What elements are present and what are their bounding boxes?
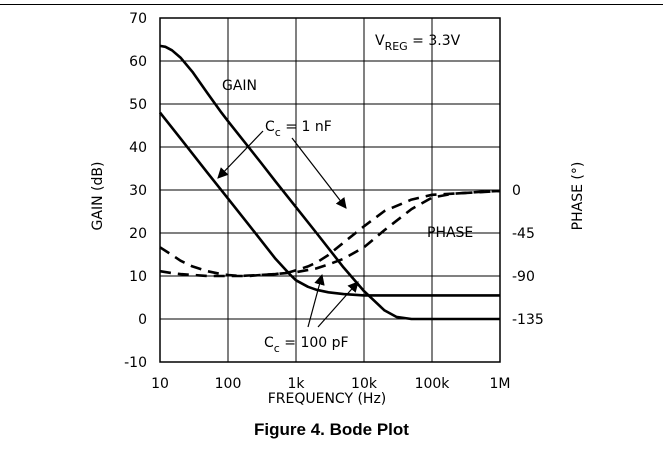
phase-tick-label: -135 [512,312,544,328]
plot-frame [159,17,501,363]
annotation-arrow-1 [291,137,347,209]
phase-tick-label: -90 [512,269,535,285]
phase-curve-3 [159,189,501,278]
figure-caption: Figure 4. Bode Plot [254,420,409,439]
y2-axis-label: PHASE (°) [570,162,586,231]
annotation-arrows [217,130,359,328]
x-tick-label: 1M [490,376,511,392]
x-tick-label: 10k [351,376,378,392]
y-tick-label: 70 [129,11,147,27]
phase-curve-2 [159,189,501,278]
y-tick-label: 50 [129,97,147,113]
curves [158,44,501,321]
y-tick-label: 20 [129,226,147,242]
phase-tick-label: -45 [512,226,535,242]
phase-tick-label: 0 [512,183,521,199]
annotation-arrow-0 [217,130,264,179]
x-tick-label: 100 [215,376,242,392]
annotation-arrow-2 [307,273,325,328]
y-tick-label: 0 [138,312,147,328]
y-tick-labels: 70 60 50 40 30 20 10 0 -10 [124,11,147,371]
y-tick-label: 40 [129,140,147,156]
y-tick-label: 60 [129,54,147,70]
y-axis-label: GAIN (dB) [90,162,106,231]
gain-curve-1 [158,111,500,297]
x-axis-label: FREQUENCY (Hz) [268,391,387,407]
vreg-annotation: VREG = 3.3V [375,33,461,53]
y-tick-label: 30 [129,183,147,199]
cc-100pf-annotation: Cc = 100 pF [264,335,349,355]
annotation-arrow-3 [317,281,359,328]
x-tick-labels: 10 100 1k 10k 100k 1M [151,376,510,392]
x-tick-label: 100k [415,376,451,392]
phase-tick-labels: 0 -45 -90 -135 [512,183,544,328]
y-tick-label: -10 [124,355,147,371]
y-tick-label: 10 [129,269,147,285]
grid-lines [159,17,501,363]
phase-annotation: PHASE [427,225,473,241]
gain-curve-0 [159,44,500,321]
top-rule [0,4,663,5]
x-tick-label: 1k [287,376,305,392]
gain-annotation: GAIN [222,78,257,94]
x-tick-label: 10 [151,376,169,392]
cc-1nf-annotation: Cc = 1 nF [265,119,332,139]
